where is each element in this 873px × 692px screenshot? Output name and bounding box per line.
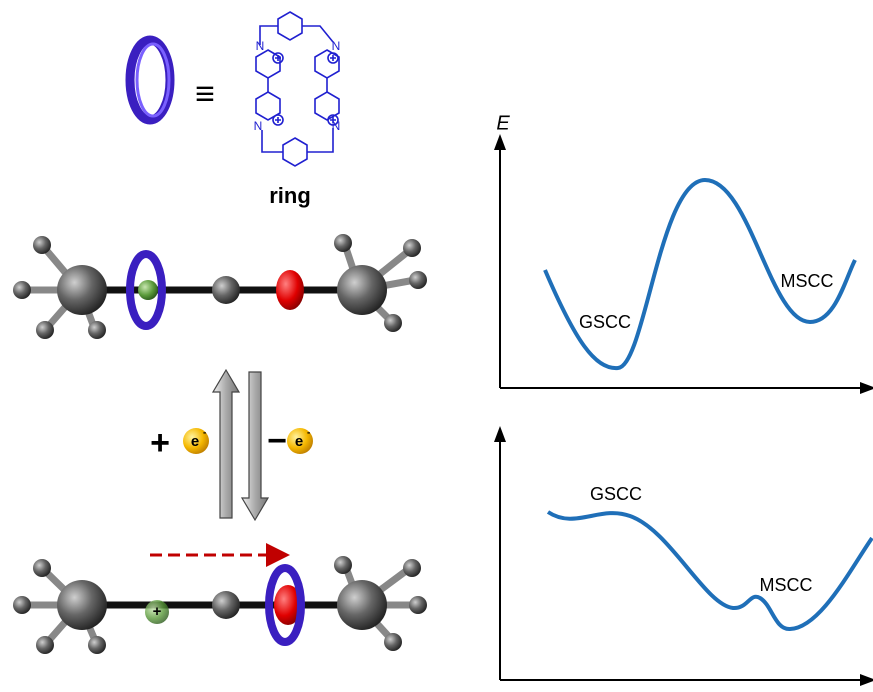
ring-icon xyxy=(130,40,170,120)
electron-charge: - xyxy=(307,428,310,439)
ring-label: ring xyxy=(269,183,311,208)
state-label: MSCC xyxy=(781,271,834,291)
axis-label: E xyxy=(496,112,510,134)
rotaxane-ground xyxy=(13,234,427,339)
rotaxane-reduced xyxy=(13,556,427,654)
electron-label: e xyxy=(295,433,303,450)
atom-label: N xyxy=(332,119,341,133)
profile-axes xyxy=(500,142,868,680)
atom-label: N xyxy=(256,39,265,53)
state-label: GSCC xyxy=(579,312,631,332)
redox-arrows xyxy=(213,370,268,520)
equivalence-sign: ≡ xyxy=(195,75,215,113)
atom-label: N xyxy=(254,119,263,133)
state-label: MSCC xyxy=(760,575,813,595)
electron-charge: - xyxy=(203,428,206,439)
ring-structure xyxy=(256,12,339,166)
station-charge: + xyxy=(153,603,162,620)
oxidize-sign: − xyxy=(267,422,287,460)
energy-curve xyxy=(548,512,872,629)
atom-label: N xyxy=(332,39,341,53)
diagram: ≡ N N N N ring + e - − xyxy=(0,0,873,687)
electron-label: e xyxy=(191,433,199,450)
reduce-sign: + xyxy=(150,424,170,462)
state-label: GSCC xyxy=(590,484,642,504)
